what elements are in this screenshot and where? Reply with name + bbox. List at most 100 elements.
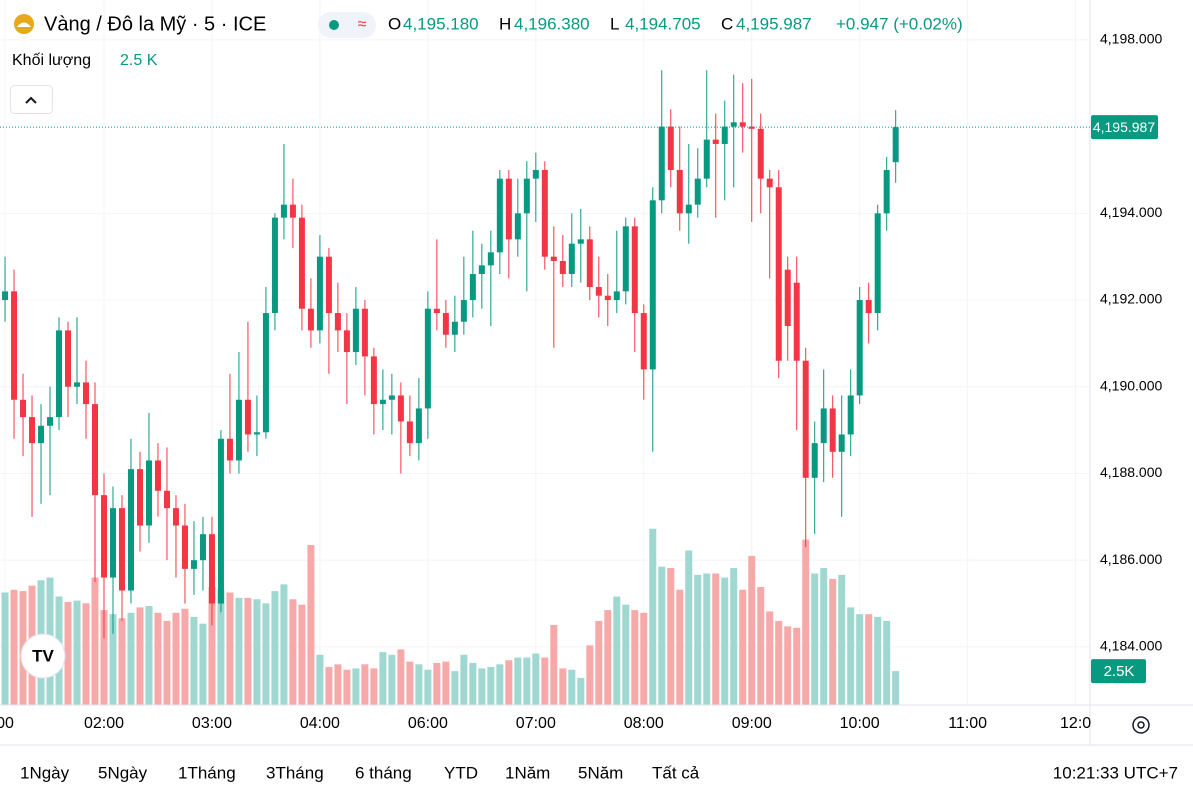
status-badges[interactable]	[318, 12, 376, 38]
candle-body	[667, 126, 674, 170]
candle-body	[739, 122, 746, 127]
range-button[interactable]: 6 tháng	[355, 763, 412, 782]
candle-body	[163, 490, 170, 509]
candle-body	[56, 330, 63, 418]
candle-body	[559, 261, 566, 275]
volume-bar	[631, 610, 639, 705]
candle-body	[20, 399, 27, 418]
range-button[interactable]: 3Tháng	[266, 763, 324, 782]
x-tick-label: 04:00	[300, 715, 340, 732]
settings-icon[interactable]	[1132, 716, 1150, 734]
candle-body	[865, 300, 872, 314]
volume-bar	[676, 589, 684, 705]
candle-body	[694, 178, 701, 205]
volume-bar	[199, 623, 207, 705]
volume-bar	[892, 671, 900, 705]
x-tick-label: 10:00	[840, 715, 880, 732]
volume-bar	[244, 597, 252, 705]
candle-body	[352, 308, 359, 353]
candle-body	[550, 256, 557, 262]
ohlc-value: 4,196.380	[514, 14, 590, 33]
volume-bar	[703, 573, 711, 705]
candle-body	[118, 508, 125, 591]
candle-body	[154, 460, 161, 491]
volume-bar	[226, 592, 234, 705]
volume-bar	[856, 614, 864, 705]
last-price-label: 4,195.987	[1093, 119, 1155, 135]
range-button[interactable]: 1Tháng	[178, 763, 236, 782]
volume-bar	[640, 612, 648, 705]
candle-body	[316, 256, 323, 331]
candle-body	[217, 438, 224, 604]
candle-body	[334, 313, 341, 331]
y-tick-label: 4,188.000	[1100, 464, 1162, 480]
candle-body	[829, 408, 836, 452]
candle-body	[487, 252, 494, 266]
candle-body	[460, 300, 467, 322]
volume-bar	[352, 668, 360, 705]
collapse-icon	[25, 96, 37, 104]
candle-body	[208, 534, 215, 604]
candle-body	[523, 178, 530, 214]
candle-body	[2, 291, 9, 301]
candle-body	[199, 534, 206, 561]
volume-bar	[622, 604, 630, 705]
candle-body	[65, 330, 72, 387]
volume-bar	[559, 668, 567, 705]
candle-body	[838, 434, 845, 452]
volume-bar	[730, 568, 738, 705]
volume-bar	[172, 612, 180, 705]
volume-bar	[487, 667, 495, 705]
volume-bar	[748, 555, 756, 705]
candle-body	[38, 425, 45, 444]
candle-body	[280, 204, 287, 218]
volume-bar	[307, 545, 315, 705]
volume-bar	[883, 620, 891, 705]
volume-bar	[721, 577, 729, 705]
candle-body	[145, 460, 152, 526]
candle-body	[622, 226, 629, 292]
candle-body	[712, 139, 719, 144]
volume-bar	[145, 606, 153, 705]
range-button[interactable]: 5Ngày	[98, 763, 148, 782]
candle-body	[730, 122, 737, 127]
volume-bar	[82, 603, 90, 705]
volume-bar	[586, 645, 594, 705]
range-button[interactable]: Tất cả	[652, 763, 700, 782]
candle-body	[676, 169, 683, 214]
candle-body	[775, 187, 782, 361]
candle-body	[136, 469, 143, 526]
candle-body	[379, 399, 386, 405]
volume-bar	[469, 662, 477, 705]
range-button[interactable]: YTD	[444, 763, 478, 782]
candle-body	[361, 308, 368, 357]
volume-bar	[73, 600, 81, 705]
candle-body	[190, 560, 197, 569]
volume-bar	[442, 661, 450, 705]
volume-bar	[550, 625, 558, 705]
tv-logo[interactable]	[20, 633, 66, 679]
volume-bar	[379, 652, 387, 705]
symbol-icon-mark	[17, 22, 31, 27]
volume-bar	[262, 603, 270, 705]
symbol-name[interactable]: Vàng / Đô la Mỹ · 5 · ICE	[44, 13, 266, 35]
candle-body	[568, 243, 575, 275]
clock[interactable]: 10:21:33 UTC+7	[1053, 763, 1178, 782]
candle-body	[415, 408, 422, 444]
volume-bar	[460, 654, 468, 705]
volume-bar	[109, 614, 117, 705]
volume-bar	[865, 614, 873, 705]
volume-bar	[649, 528, 657, 705]
range-button[interactable]: 1Năm	[505, 763, 550, 782]
volume-bar	[757, 587, 765, 705]
volume-bar	[433, 662, 441, 705]
candle-body	[874, 213, 881, 314]
range-button[interactable]: 1Ngày	[20, 763, 70, 782]
candle-body	[370, 356, 377, 405]
volume-bar	[64, 601, 72, 705]
volume-bar	[280, 584, 288, 705]
candle-body	[478, 265, 485, 275]
candle-body	[640, 313, 647, 370]
volume-bar	[532, 653, 540, 705]
range-button[interactable]: 5Năm	[578, 763, 623, 782]
